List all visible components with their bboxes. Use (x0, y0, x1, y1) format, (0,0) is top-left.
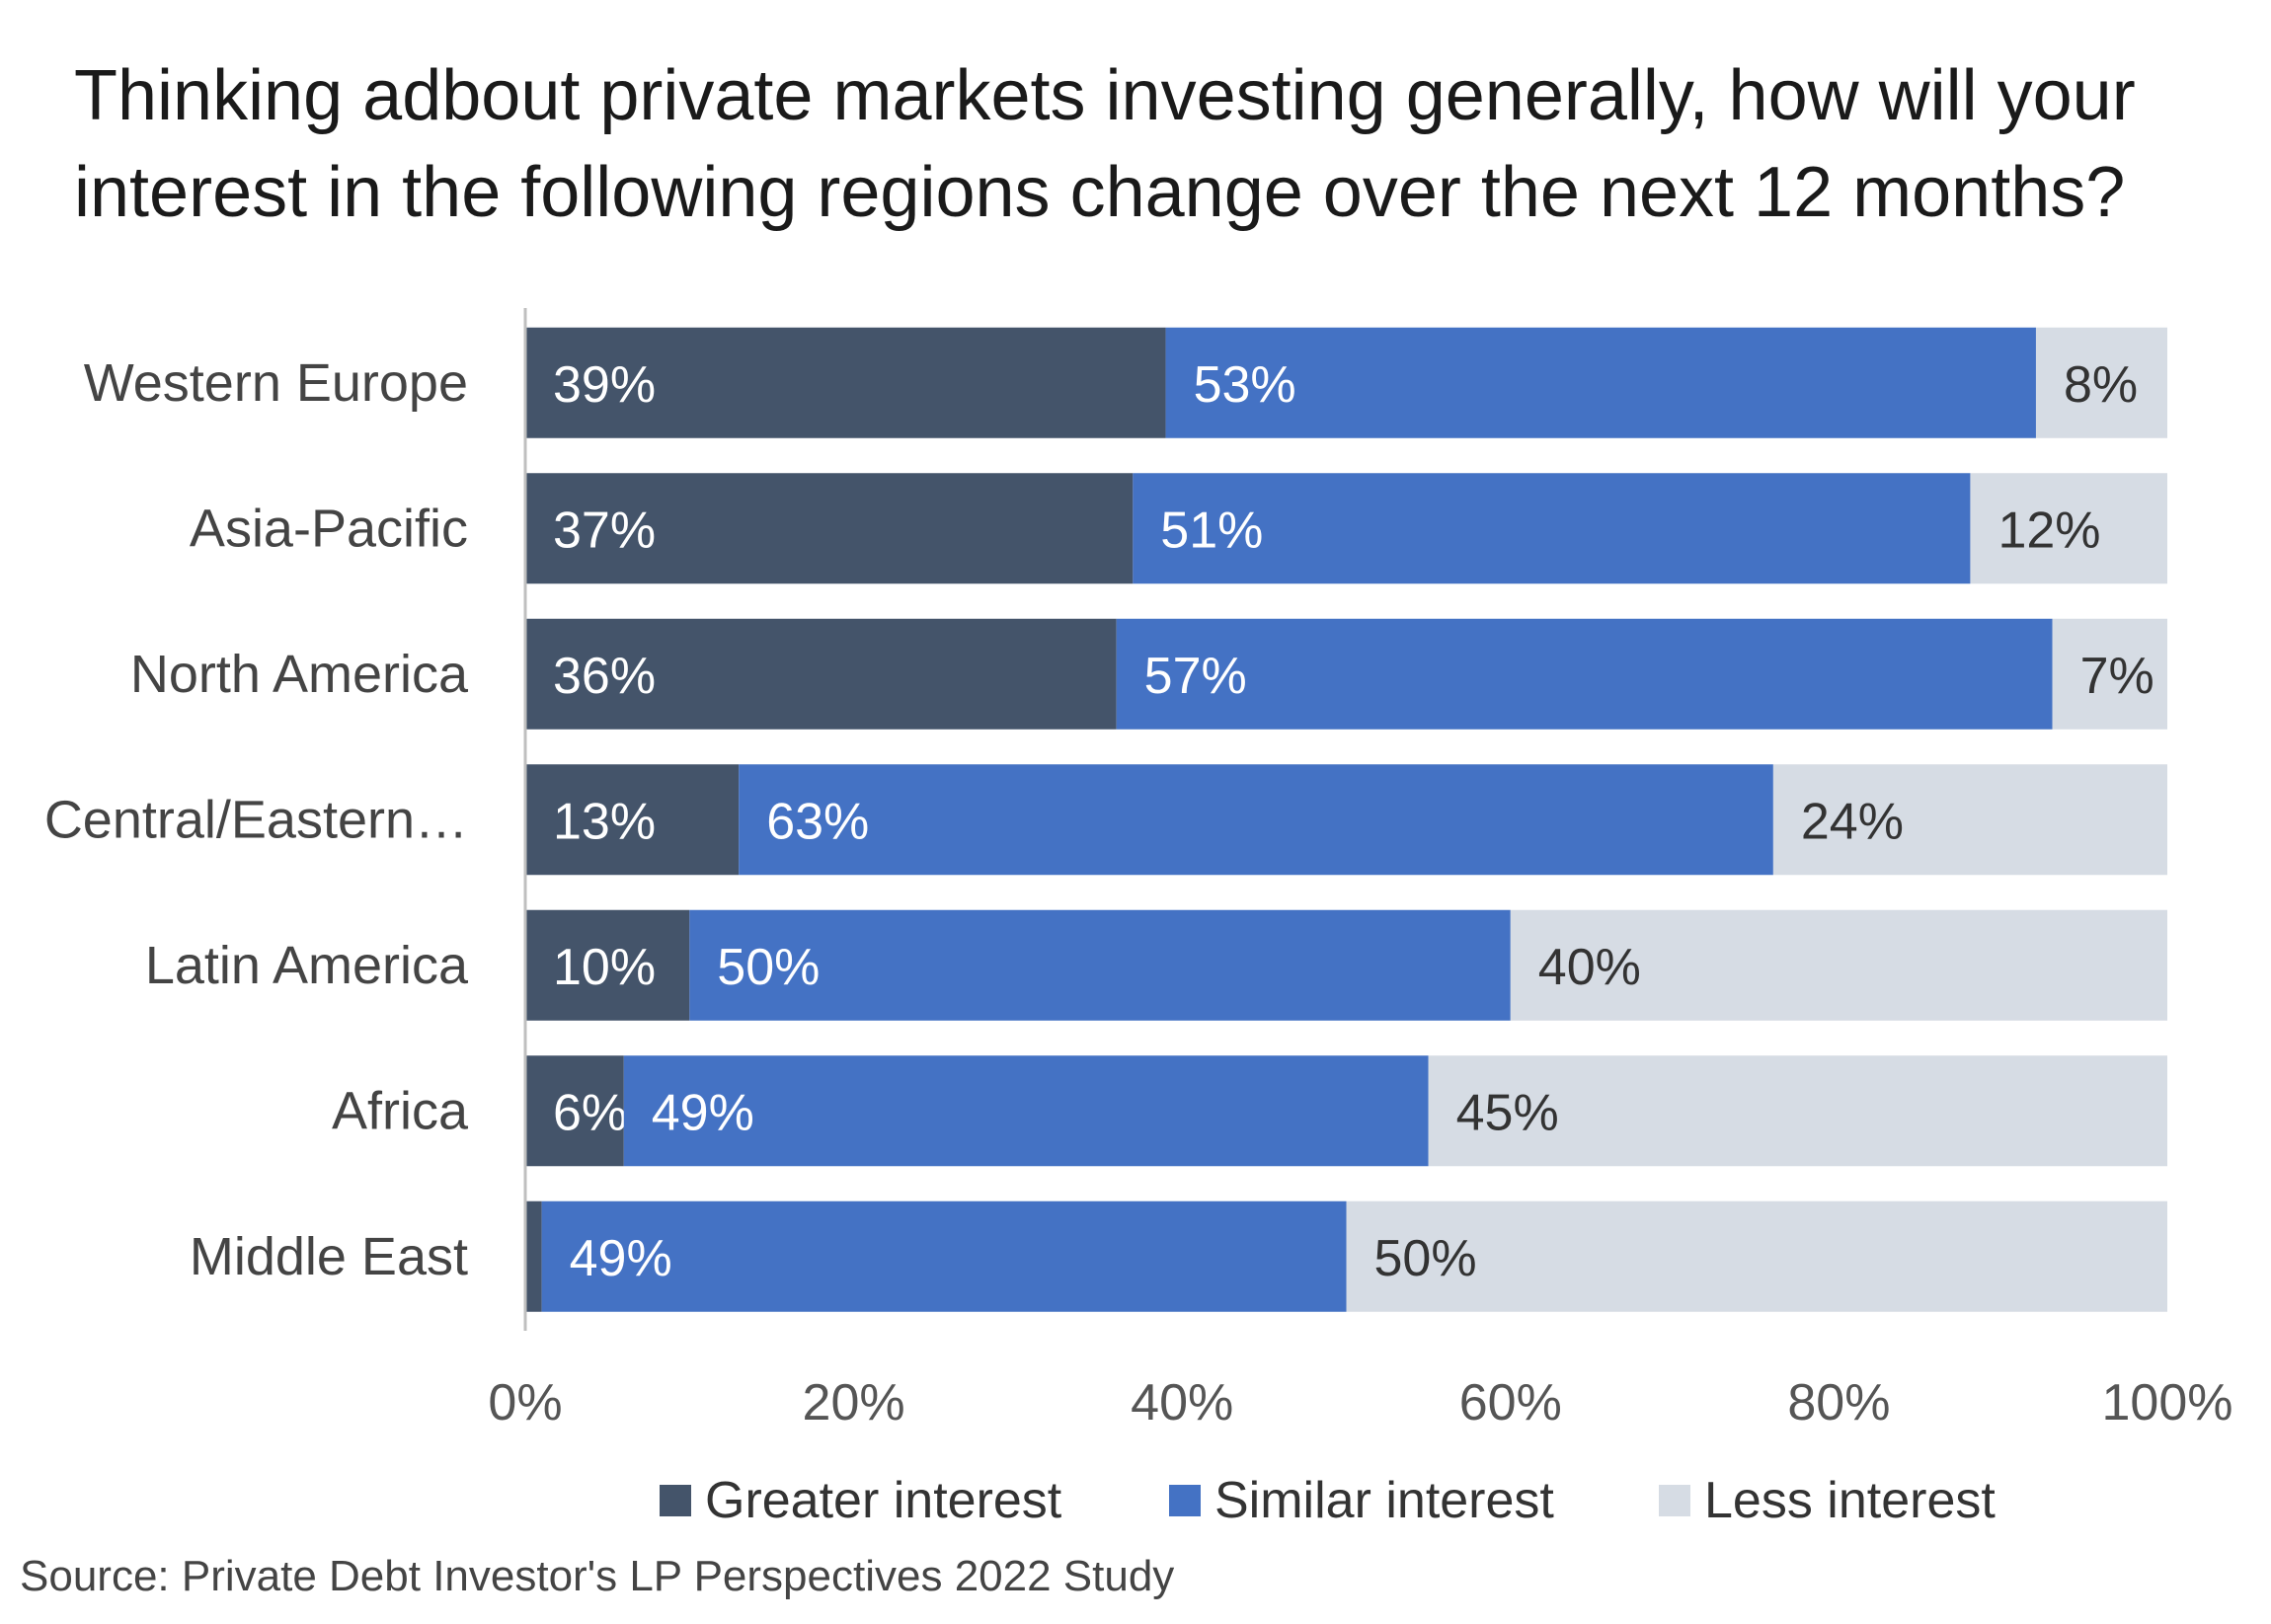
legend-item: Similar interest (1169, 1471, 1554, 1530)
data-label: 51% (1160, 502, 1263, 559)
category-label: Africa (332, 1081, 469, 1140)
legend-swatch (660, 1485, 691, 1516)
legend-label: Less interest (1704, 1472, 1996, 1529)
bar-segment (739, 764, 1773, 876)
bar-segment (1346, 1200, 2167, 1312)
bar-segment (525, 909, 690, 1021)
data-label: 12% (1997, 502, 2100, 559)
x-tick-label: 0% (488, 1374, 562, 1431)
data-label: 10% (553, 939, 656, 996)
chart-title: Thinking adbout private markets investin… (74, 47, 2227, 241)
bar-segment (541, 1200, 1347, 1312)
bar-segment (2052, 618, 2167, 730)
data-label: 49% (570, 1230, 672, 1287)
x-tick-label: 100% (2102, 1374, 2233, 1431)
bar-segment (525, 764, 740, 876)
data-label: 13% (553, 793, 656, 850)
legend-swatch (1659, 1485, 1690, 1516)
category-label: Central/Eastern… (44, 790, 468, 849)
bar-segment (525, 1055, 624, 1167)
x-tick-label: 80% (1787, 1374, 1890, 1431)
data-label: 49% (652, 1084, 754, 1141)
data-label: 50% (1374, 1230, 1477, 1287)
data-label: 50% (717, 939, 820, 996)
x-tick-label: 40% (1131, 1374, 1233, 1431)
legend-label: Greater interest (705, 1472, 1062, 1529)
bar-segment (1165, 327, 2036, 438)
data-label: 36% (553, 648, 656, 705)
category-label: Asia-Pacific (190, 499, 468, 558)
bar-segment (525, 618, 1117, 730)
data-label: 53% (1194, 356, 1296, 414)
x-tick-label: 60% (1459, 1374, 1562, 1431)
bar-segment (525, 473, 1134, 584)
category-label: Latin America (145, 936, 469, 995)
bar-segment (525, 1200, 542, 1312)
data-label: 45% (1456, 1084, 1559, 1141)
category-label: Western Europe (84, 353, 468, 413)
x-tick-label: 20% (803, 1374, 905, 1431)
data-label: 57% (1144, 648, 1247, 705)
chart-title-line-1: Thinking adbout private markets investin… (74, 56, 2136, 135)
bar-segment (1428, 1055, 2167, 1167)
bar-segment (1970, 473, 2167, 584)
legend-item: Greater interest (660, 1471, 1061, 1530)
bar-segment (689, 909, 1511, 1021)
bar-segment (1116, 618, 2053, 730)
data-label: 40% (1538, 939, 1641, 996)
bar-segment (2035, 327, 2167, 438)
data-label: 7% (2080, 648, 2154, 705)
data-label: 8% (2064, 356, 2138, 414)
bar-segment (1133, 473, 1971, 584)
chart-title-line-2: interest in the following regions change… (74, 153, 2126, 232)
bar-segment (525, 327, 1166, 438)
data-label: 6% (553, 1084, 627, 1141)
stacked-bar-chart: Western Europe 39% 53% 8% Asia-Pacific 37% 51%… (44, 308, 2233, 1431)
bar-segment (1510, 909, 2167, 1021)
legend-label: Similar interest (1214, 1472, 1554, 1529)
category-label: North America (130, 645, 469, 704)
data-label: 39% (553, 356, 656, 414)
category-label: Middle East (190, 1227, 468, 1286)
data-label: 37% (553, 502, 656, 559)
source-note: Source: Private Debt Investor's LP Persp… (20, 1552, 1175, 1600)
legend-swatch (1169, 1485, 1201, 1516)
data-label: 63% (766, 793, 869, 850)
data-label: 24% (1801, 793, 1904, 850)
legend-item: Less interest (1659, 1471, 1996, 1530)
bar-segment (1772, 764, 2167, 876)
bar-segment (623, 1055, 1429, 1167)
